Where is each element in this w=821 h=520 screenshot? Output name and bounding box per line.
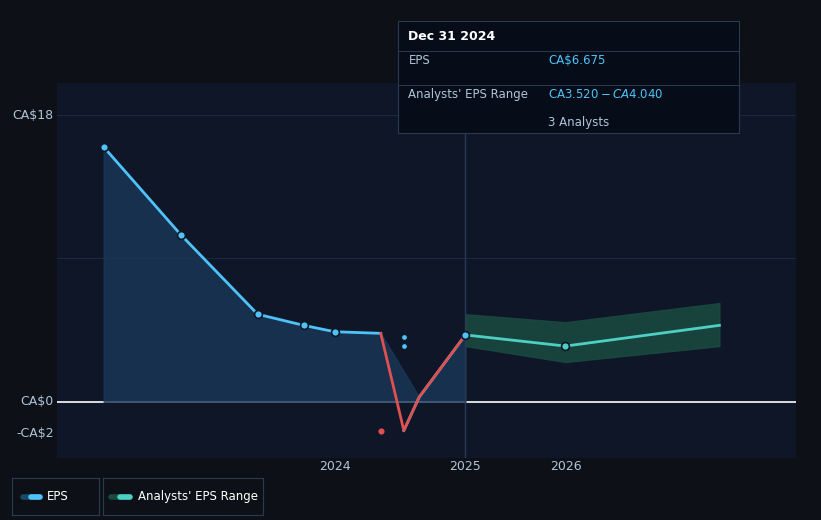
Point — [328, 328, 341, 336]
Point — [174, 230, 187, 239]
Text: Analysts' EPS Range: Analysts' EPS Range — [408, 88, 529, 101]
Point — [297, 321, 310, 330]
Text: CA$18: CA$18 — [12, 109, 54, 122]
Point — [374, 426, 388, 435]
Text: CA$0: CA$0 — [21, 395, 54, 408]
Text: EPS: EPS — [47, 490, 68, 503]
Point — [397, 333, 410, 342]
Text: EPS: EPS — [408, 55, 430, 68]
Text: Actual: Actual — [419, 91, 457, 104]
Text: 2025: 2025 — [450, 460, 481, 473]
Point — [559, 342, 572, 350]
Point — [251, 310, 264, 318]
Text: 2024: 2024 — [319, 460, 351, 473]
Point — [459, 331, 472, 339]
Text: Dec 31 2024: Dec 31 2024 — [408, 30, 496, 43]
Point — [97, 143, 110, 151]
Text: Analysts Forecasts: Analysts Forecasts — [473, 91, 589, 104]
Text: CA$3.520 - CA$4.040: CA$3.520 - CA$4.040 — [548, 88, 663, 101]
Text: Analysts' EPS Range: Analysts' EPS Range — [138, 490, 258, 503]
Text: CA$6.675: CA$6.675 — [548, 55, 605, 68]
Text: 3 Analysts: 3 Analysts — [548, 116, 609, 129]
Text: -CA$2: -CA$2 — [16, 427, 54, 440]
Point — [397, 342, 410, 350]
Text: 2026: 2026 — [549, 460, 581, 473]
